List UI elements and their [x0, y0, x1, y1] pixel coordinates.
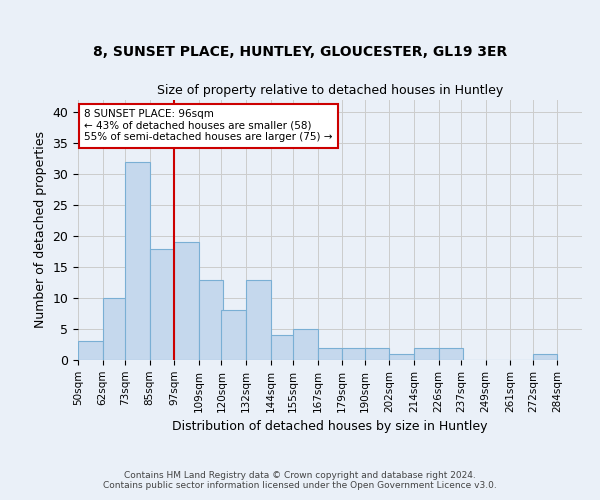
Title: Size of property relative to detached houses in Huntley: Size of property relative to detached ho… — [157, 84, 503, 98]
Bar — [125, 162, 150, 360]
Bar — [271, 335, 295, 360]
Bar — [103, 298, 127, 360]
Y-axis label: Number of detached properties: Number of detached properties — [34, 132, 47, 328]
Bar — [246, 280, 271, 360]
Bar — [199, 280, 223, 360]
Bar — [318, 348, 342, 360]
Bar — [414, 348, 439, 360]
Bar — [293, 329, 318, 360]
Text: 8, SUNSET PLACE, HUNTLEY, GLOUCESTER, GL19 3ER: 8, SUNSET PLACE, HUNTLEY, GLOUCESTER, GL… — [93, 46, 507, 60]
Bar — [221, 310, 246, 360]
Text: 8 SUNSET PLACE: 96sqm
← 43% of detached houses are smaller (58)
55% of semi-deta: 8 SUNSET PLACE: 96sqm ← 43% of detached … — [84, 110, 332, 142]
Bar — [365, 348, 389, 360]
Bar — [389, 354, 414, 360]
Bar — [533, 354, 557, 360]
Bar — [342, 348, 367, 360]
Bar — [150, 248, 174, 360]
Bar — [78, 342, 103, 360]
Bar — [439, 348, 463, 360]
Text: Contains HM Land Registry data © Crown copyright and database right 2024.
Contai: Contains HM Land Registry data © Crown c… — [103, 470, 497, 490]
X-axis label: Distribution of detached houses by size in Huntley: Distribution of detached houses by size … — [172, 420, 488, 433]
Bar — [174, 242, 199, 360]
